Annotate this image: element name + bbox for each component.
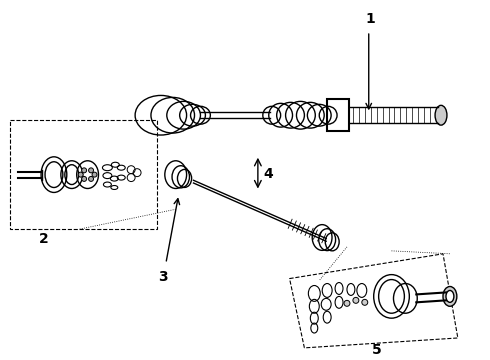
Ellipse shape: [89, 176, 94, 181]
Ellipse shape: [82, 176, 87, 181]
Text: 4: 4: [264, 167, 273, 181]
Text: 2: 2: [39, 232, 49, 246]
Ellipse shape: [89, 168, 94, 173]
Bar: [327, 99, 349, 131]
Ellipse shape: [92, 172, 97, 177]
Ellipse shape: [435, 105, 447, 125]
Text: 5: 5: [372, 343, 382, 357]
Bar: [10, 120, 157, 229]
Ellipse shape: [82, 168, 87, 173]
Ellipse shape: [78, 172, 83, 177]
Ellipse shape: [353, 297, 359, 303]
Ellipse shape: [446, 291, 454, 302]
Text: 3: 3: [158, 270, 168, 284]
Ellipse shape: [443, 287, 457, 306]
Ellipse shape: [362, 300, 368, 305]
Ellipse shape: [344, 300, 350, 306]
Text: 1: 1: [366, 12, 376, 26]
